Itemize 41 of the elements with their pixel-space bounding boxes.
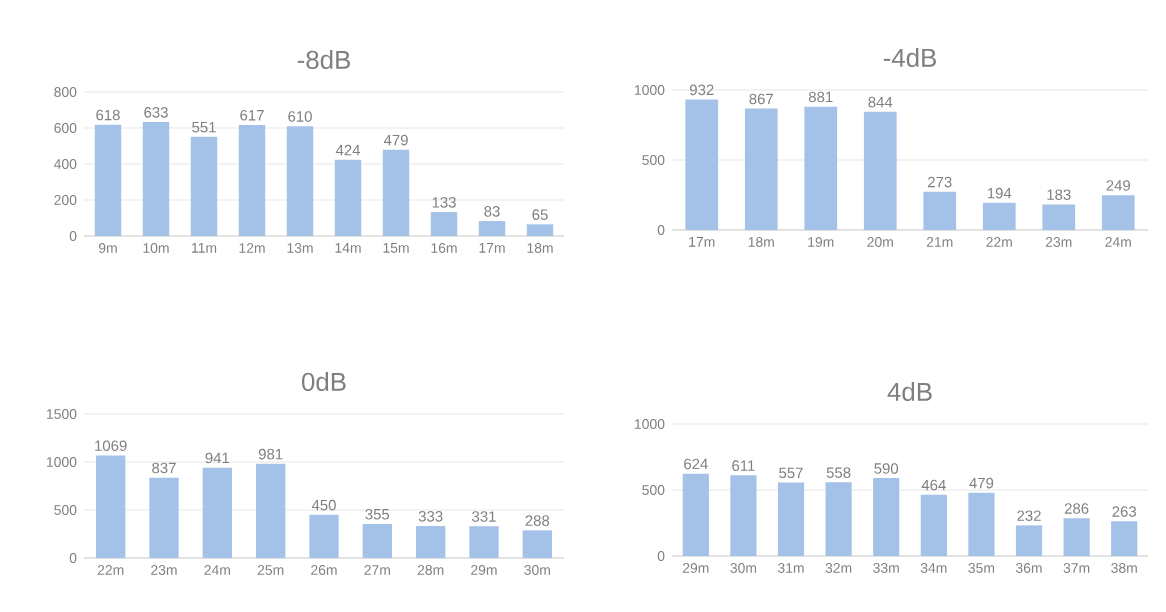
bar [982, 202, 1016, 230]
bar [522, 530, 552, 558]
bar [478, 221, 506, 236]
bar [255, 463, 286, 558]
bar [382, 149, 410, 236]
bar [286, 126, 314, 236]
bar [685, 99, 719, 230]
bar [202, 467, 232, 558]
bar [923, 191, 957, 230]
bar [1063, 518, 1090, 556]
bar [94, 124, 122, 236]
chart-title: 4dB [887, 381, 932, 401]
bar [920, 494, 947, 556]
bar [682, 473, 709, 556]
bar [968, 492, 995, 556]
chart-title: -4dB [883, 47, 936, 67]
bar [1101, 195, 1135, 230]
bar [190, 136, 218, 236]
bar [804, 106, 838, 230]
bar [142, 122, 170, 236]
bar [334, 159, 362, 236]
bar [526, 224, 554, 236]
bar [309, 514, 339, 558]
bar [430, 212, 458, 236]
bar [362, 523, 392, 558]
chart-title: -8dB [297, 49, 350, 69]
bar [777, 482, 805, 556]
bar [96, 455, 126, 558]
bar [873, 478, 900, 556]
bar [863, 111, 897, 230]
bar [1015, 525, 1043, 556]
bar [469, 526, 499, 558]
bar [744, 108, 778, 230]
bar [730, 475, 757, 556]
bar [149, 477, 179, 558]
bar [825, 482, 852, 556]
bar [1042, 204, 1076, 230]
chart-title: 0dB [301, 371, 346, 391]
bar [238, 124, 266, 236]
bar [1111, 521, 1138, 556]
bar [415, 526, 446, 558]
